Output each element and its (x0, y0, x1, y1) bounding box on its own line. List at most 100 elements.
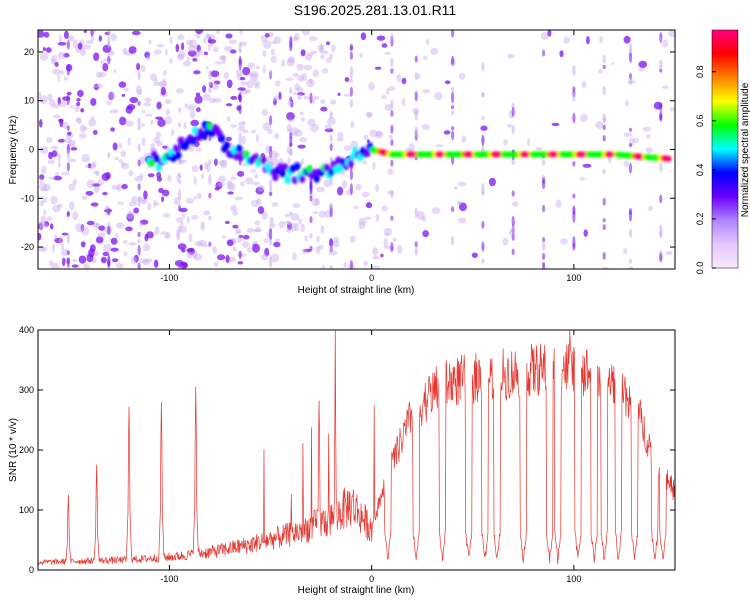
heatmap-noise-blob (170, 128, 175, 136)
heatmap-noise-blob (185, 197, 194, 204)
heatmap-noise-blob (458, 202, 467, 212)
heatmap-noise-blob (297, 144, 306, 149)
heatmap-noise-blob (375, 131, 383, 137)
heatmap-noise-blob (583, 229, 588, 237)
heatmap-streak-blob (329, 53, 333, 60)
ridge-point (175, 151, 182, 160)
heatmap-noise-blob (108, 91, 114, 101)
heatmap-noise-blob (581, 80, 587, 89)
heatmap-noise-blob (287, 220, 292, 226)
heatmap-noise-blob (144, 51, 151, 59)
heatmap-noise-blob (563, 37, 571, 44)
heatmap-noise-blob (111, 184, 120, 190)
ridge-point (153, 154, 160, 163)
heatmap-noise-blob (135, 85, 142, 95)
heatmap-noise-blob (40, 215, 47, 223)
heatmap-noise-blob (264, 33, 270, 38)
heatmap-noise-blob (77, 89, 84, 98)
heatmap-noise-blob (72, 258, 77, 263)
heatmap-noise-blob (628, 266, 634, 269)
heatmap-noise-blob (187, 104, 196, 111)
heatmap-noise-blob (237, 261, 244, 265)
heatmap-noise-blob (226, 185, 234, 189)
heatmap-noise-blob (255, 226, 261, 233)
heatmap-noise-blob (237, 170, 245, 177)
heatmap-noise-blob (39, 225, 44, 231)
heatmap-noise-blob (458, 217, 467, 224)
heatmap-noise-blob (52, 114, 61, 119)
heatmap-streak-blob (137, 183, 141, 191)
heatmap-noise-blob (53, 175, 63, 181)
heatmap-streak-blob (659, 32, 663, 43)
heatmap-noise-blob (116, 263, 124, 269)
heatmap-noise-blob (226, 79, 233, 89)
heatmap-noise-blob (43, 209, 47, 216)
heatmap-noise-blob (118, 142, 122, 149)
heatmap-noise-blob (263, 238, 269, 244)
heatmap-noise-blob (203, 93, 211, 101)
heatmap-noise-blob (98, 72, 106, 78)
heatmap-noise-blob (343, 93, 352, 97)
heatmap-streak-blob (390, 33, 394, 42)
heatmap-streak-blob (349, 183, 353, 195)
heatmap-noise-blob (365, 111, 373, 119)
heatmap-noise-blob (430, 47, 439, 56)
heatmap-noise-blob (350, 120, 355, 129)
heatmap-streak-blob (208, 37, 212, 43)
heatmap-noise-blob (143, 102, 152, 107)
heatmap-noise-blob (189, 39, 198, 48)
heatmap-noise-blob (235, 69, 243, 77)
heatmap-noise-blob (39, 177, 43, 184)
heatmap-noise-blob (201, 244, 210, 248)
ridge-point (201, 121, 209, 129)
heatmap-noise-blob (252, 243, 260, 253)
heatmap-noise-blob (192, 250, 198, 259)
heatmap-noise-blob (242, 66, 251, 76)
heatmap-noise-blob (383, 238, 389, 247)
heatmap-noise-blob (312, 69, 319, 78)
heatmap-noise-blob (300, 117, 306, 122)
heatmap-noise-blob (153, 82, 162, 86)
heatmap-noise-blob (47, 93, 53, 101)
snr-x-tick-label: 0 (369, 574, 374, 584)
heatmap-noise-blob (299, 111, 304, 116)
heatmap-noise-blob (165, 115, 172, 125)
heatmap-streak-blob (451, 91, 455, 104)
ridge-point (332, 165, 340, 174)
heatmap-noise-blob (323, 179, 331, 188)
heatmap-streak-blob (238, 48, 242, 54)
heatmap-noise-blob (150, 119, 154, 125)
heatmap-noise-blob (110, 127, 115, 132)
heatmap-streak-blob (178, 172, 182, 178)
heatmap-noise-blob (59, 70, 65, 75)
heatmap-noise-blob (68, 183, 76, 191)
heatmap-noise-blob (294, 83, 300, 91)
snr-panel: -100 0 100 0 100 200 300 400 Height of straight… (8, 325, 676, 596)
heatmap-noise-blob (422, 89, 431, 94)
heatmap-y-tick-label: -10 (21, 193, 34, 203)
heatmap-noise-blob (241, 241, 250, 248)
heatmap-streak-blob (628, 143, 633, 148)
heatmap-noise-blob (164, 234, 170, 239)
heatmap-noise-blob (208, 97, 217, 104)
heatmap-noise-blob (607, 157, 612, 164)
heatmap-streak-blob (178, 262, 182, 268)
heatmap-noise-blob (320, 50, 329, 55)
heatmap-noise-blob (248, 72, 252, 77)
heatmap-noise-blob (39, 95, 48, 105)
heatmap-noise-blob (38, 246, 45, 252)
heatmap-noise-blob (212, 246, 218, 254)
heatmap-noise-blob (137, 89, 143, 96)
heatmap-noise-blob (191, 143, 196, 148)
heatmap-noise-blob (48, 260, 54, 266)
heatmap-noise-blob (93, 186, 100, 193)
heatmap-noise-blob (193, 253, 203, 261)
heatmap-noise-blob (162, 70, 167, 76)
heatmap-streak-blob (208, 173, 212, 185)
heatmap-streak-blob (414, 91, 418, 102)
ridge-point (289, 164, 296, 173)
heatmap-streak-blob (659, 252, 663, 263)
heatmap-noise-blob (122, 47, 127, 56)
heatmap-noise-blob (39, 146, 49, 154)
